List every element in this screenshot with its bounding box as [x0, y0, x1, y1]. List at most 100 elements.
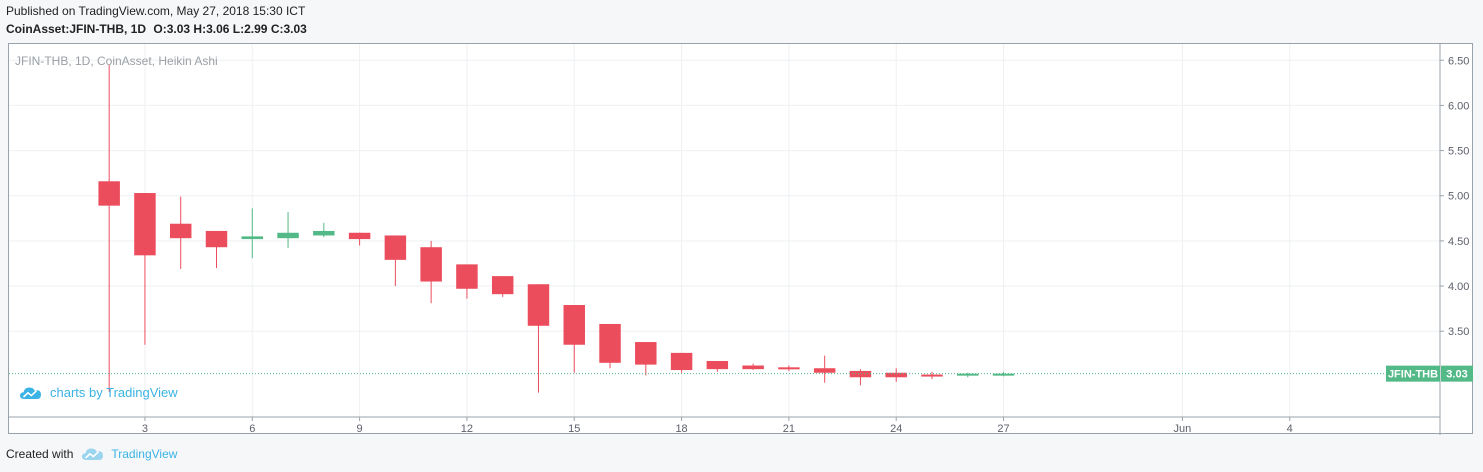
price-tick-label: 5.50 — [1448, 146, 1469, 158]
symbol-tag-label: JFIN-THB — [1388, 369, 1438, 381]
high-label: H: — [193, 22, 207, 36]
candle-body — [313, 230, 335, 236]
candle-down — [205, 230, 228, 268]
time-tick-label: 3 — [142, 423, 148, 435]
time-tick-label: 6 — [249, 423, 255, 435]
tradingview-cloud-icon — [20, 387, 41, 399]
ohlc-line: CoinAsset:JFIN-THB, 1D O:3.03 H:3.06 L:2… — [6, 22, 307, 36]
candle-body — [527, 284, 550, 326]
time-tick-label: 18 — [675, 423, 687, 435]
candle-body — [491, 276, 514, 295]
candle-down — [169, 196, 192, 269]
open-label: O: — [153, 22, 167, 36]
candle-body — [384, 235, 407, 260]
symbol-label: CoinAsset:JFIN-THB, 1D — [6, 22, 147, 36]
candle-body — [277, 232, 299, 239]
tradingview-logo-icon — [82, 448, 104, 460]
price-tick-label: 5.00 — [1448, 191, 1469, 203]
candle-body — [778, 367, 800, 370]
candle-down — [134, 193, 156, 345]
candle-down — [849, 369, 872, 386]
candle-up — [957, 372, 979, 378]
tradingview-watermark[interactable]: charts by TradingView — [20, 385, 178, 400]
candle-up — [241, 208, 264, 259]
candles — [98, 64, 1015, 393]
candle-down — [456, 264, 478, 299]
candle-body — [348, 232, 371, 240]
candle-body — [670, 352, 693, 371]
price-tick-label: 6.00 — [1448, 100, 1469, 112]
candle-down — [778, 365, 800, 371]
close-label: C: — [270, 22, 284, 36]
candle-body — [420, 247, 442, 282]
time-tick-label: 27 — [997, 423, 1009, 435]
candle-down — [491, 276, 514, 297]
high-value: 3.06 — [206, 22, 230, 36]
price-tick-label: 3.50 — [1448, 326, 1469, 338]
candle-body — [98, 181, 120, 206]
candle-down — [384, 235, 407, 287]
candle-body — [205, 230, 228, 248]
price-tick-label: 4.00 — [1448, 281, 1469, 293]
low-label: L: — [232, 22, 245, 36]
candle-body — [921, 374, 943, 377]
close-value: 3.03 — [283, 22, 307, 36]
candle-body — [456, 264, 478, 289]
chart-frame[interactable]: 3.50 4.00 4.50 5.00 5.50 6.00 6.50 3 6 9 12 15 18 21… — [8, 43, 1474, 435]
tradingview-brand-link[interactable]: TradingView — [111, 447, 178, 461]
time-axis: 3 6 9 12 15 18 21 24 27 Jun 4 — [142, 417, 1293, 435]
candle-body — [885, 372, 907, 378]
time-tick-label: 9 — [357, 423, 363, 435]
price-tick-label: 4.50 — [1448, 236, 1469, 248]
candle-body — [706, 361, 729, 370]
candle-down — [921, 371, 943, 380]
candle-up — [992, 371, 1015, 377]
candle-down — [527, 284, 550, 393]
candle-down — [670, 352, 693, 373]
time-tick-label: 21 — [783, 423, 795, 435]
time-tick-label: 15 — [568, 423, 580, 435]
candle-body — [957, 373, 979, 376]
published-line: Published on TradingView.com, May 27, 20… — [6, 4, 306, 18]
candle-down — [813, 355, 836, 383]
watermark-text: charts by TradingView — [50, 385, 178, 400]
candlestick-chart[interactable]: 3.50 4.00 4.50 5.00 5.50 6.00 6.50 3 6 9 12 15 18 21… — [9, 44, 1474, 435]
symbol-tag — [1386, 365, 1440, 382]
time-tick-label: 24 — [890, 423, 902, 435]
time-tick-label: 12 — [461, 423, 473, 435]
price-tag — [1441, 365, 1473, 382]
grid — [9, 44, 1440, 417]
price-tick-label: 6.50 — [1448, 55, 1469, 67]
candle-down — [348, 232, 371, 246]
candle-down — [420, 240, 442, 304]
candle-body — [563, 305, 585, 345]
candle-down — [706, 361, 729, 372]
candle-down — [635, 342, 657, 376]
candle-body — [134, 193, 156, 256]
candle-down — [885, 368, 907, 382]
chart-title: JFIN-THB, 1D, CoinAsset, Heikin Ashi — [15, 54, 218, 68]
time-tick-label: 4 — [1287, 423, 1293, 435]
candle-body — [599, 323, 621, 363]
candle-body — [849, 370, 872, 378]
candle-body — [635, 342, 657, 365]
candle-down — [563, 305, 585, 373]
last-price-marker: JFIN-THB 3.03 — [9, 365, 1473, 382]
candle-body — [992, 373, 1015, 376]
time-tick-label: Jun — [1174, 423, 1192, 435]
footer: Created with TradingView — [6, 447, 177, 461]
candle-body — [241, 236, 264, 240]
candle-body — [813, 368, 836, 373]
candle-up — [277, 211, 299, 249]
candle-down — [599, 323, 621, 369]
candle-up — [313, 222, 335, 238]
price-axis: 3.50 4.00 4.50 5.00 5.50 6.00 6.50 — [1440, 55, 1469, 338]
candle-body — [742, 365, 764, 370]
candle-down — [742, 363, 764, 371]
candle-down — [98, 64, 120, 392]
price-tag-label: 3.03 — [1446, 369, 1467, 381]
low-value: 2.99 — [244, 22, 268, 36]
open-value: 3.03 — [166, 22, 191, 36]
created-with-label: Created with — [6, 447, 74, 461]
candle-body — [169, 223, 192, 239]
